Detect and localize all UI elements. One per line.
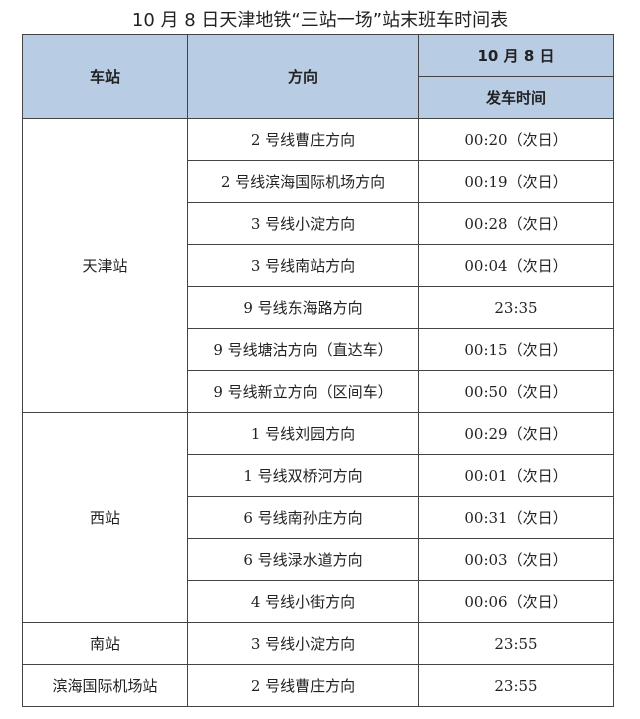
time-cell: 00:03（次日）	[418, 538, 614, 581]
direction-cell: 3 号线小淀方向	[187, 202, 419, 245]
direction-cell: 6 号线南孙庄方向	[187, 496, 419, 539]
direction-cell: 1 号线双桥河方向	[187, 454, 419, 497]
time-cell: 00:19（次日）	[418, 160, 614, 203]
table-row: 2 号线滨海国际机场方向 00:19（次日）	[23, 160, 614, 203]
direction-cell: 4 号线小街方向	[187, 580, 419, 623]
header-time: 发车时间	[418, 76, 614, 119]
direction-cell: 3 号线小淀方向	[187, 622, 419, 665]
table-row: 1 号线双桥河方向 00:01（次日）	[23, 454, 614, 497]
table-row: 9 号线东海路方向 23:35	[23, 286, 614, 329]
table-row: 3 号线小淀方向 00:28（次日）	[23, 202, 614, 245]
time-cell: 00:29（次日）	[418, 412, 614, 455]
table-row: 6 号线南孙庄方向 00:31（次日）	[23, 496, 614, 539]
page-title: 10 月 8 日天津地铁“三站一场”站末班车时间表	[131, 10, 509, 31]
time-cell: 23:55	[418, 622, 614, 665]
time-cell: 00:50（次日）	[418, 370, 614, 413]
direction-cell: 9 号线塘沽方向（直达车）	[187, 328, 419, 371]
direction-cell: 9 号线东海路方向	[187, 286, 419, 329]
time-cell: 00:20（次日）	[418, 118, 614, 161]
time-cell: 00:06（次日）	[418, 580, 614, 623]
direction-cell: 9 号线新立方向（区间车）	[187, 370, 419, 413]
table-row: 3 号线南站方向 00:04（次日）	[23, 244, 614, 287]
time-cell: 23:55	[418, 664, 614, 707]
direction-cell: 2 号线滨海国际机场方向	[187, 160, 419, 203]
direction-cell: 2 号线曹庄方向	[187, 664, 419, 707]
table-row: 6 号线渌水道方向 00:03（次日）	[23, 538, 614, 581]
header-direction: 方向	[187, 34, 419, 119]
time-cell: 00:01（次日）	[418, 454, 614, 497]
table-row: 南站 3 号线小淀方向 23:55	[22, 622, 614, 665]
header-date: 10 月 8 日	[418, 34, 614, 77]
time-cell: 00:31（次日）	[418, 496, 614, 539]
direction-cell: 2 号线曹庄方向	[187, 118, 419, 161]
station-cell: 南站	[22, 622, 188, 665]
direction-cell: 1 号线刘园方向	[187, 412, 419, 455]
station-cell: 天津站	[22, 118, 188, 413]
table-row: 西站 1 号线刘园方向 00:29（次日）	[22, 412, 614, 623]
direction-cell: 3 号线南站方向	[187, 244, 419, 287]
station-cell: 西站	[22, 412, 188, 623]
time-cell: 23:35	[418, 286, 614, 329]
table-row: 9 号线塘沽方向（直达车） 00:15（次日）	[23, 328, 614, 371]
table-row: 滨海国际机场站 2 号线曹庄方向 23:55	[22, 664, 614, 707]
direction-cell: 6 号线渌水道方向	[187, 538, 419, 581]
time-cell: 00:15（次日）	[418, 328, 614, 371]
header-station: 车站	[22, 34, 188, 119]
table-row: 天津站 2 号线曹庄方向 00:20（次日）	[22, 118, 614, 413]
table-row: 4 号线小街方向 00:06（次日）	[23, 580, 614, 623]
timetable: 车站 方向 10 月 8 日 发车时间 天津站 2 号线曹庄方向 00:20（次日）…	[22, 34, 614, 707]
station-cell: 滨海国际机场站	[22, 664, 188, 707]
table-row: 9 号线新立方向（区间车） 00:50（次日）	[23, 370, 614, 413]
time-cell: 00:04（次日）	[418, 244, 614, 287]
time-cell: 00:28（次日）	[418, 202, 614, 245]
